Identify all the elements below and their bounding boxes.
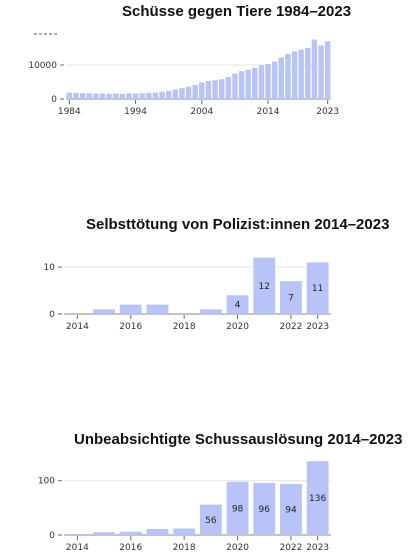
data-label: 7 xyxy=(288,294,294,304)
bar xyxy=(225,76,232,99)
bar xyxy=(185,86,192,99)
bar xyxy=(73,92,79,99)
bar xyxy=(106,93,112,99)
y-tick-label: 10000 xyxy=(28,61,57,71)
data-label: 98 xyxy=(232,504,244,514)
bar xyxy=(253,482,276,535)
bar xyxy=(93,309,115,314)
data-label: 136 xyxy=(309,494,326,504)
bar xyxy=(86,93,92,99)
bar xyxy=(132,93,139,99)
chart-3-title: Unbeabsichtigte Schussauslösung 2014–202… xyxy=(74,431,403,448)
chart-1-title: Schüsse gegen Tiere 1984–2023 xyxy=(122,3,352,20)
bar xyxy=(306,461,329,535)
bar xyxy=(112,93,119,99)
chart-2-title: Selbsttötung von Polizist:innen 2014–202… xyxy=(86,216,390,233)
bar xyxy=(245,69,251,99)
bar xyxy=(126,93,132,99)
x-tick-label: 2018 xyxy=(173,322,196,332)
bar xyxy=(79,93,86,99)
bar xyxy=(159,91,165,99)
bar xyxy=(165,90,172,99)
bar xyxy=(271,61,278,99)
x-tick-label: 2018 xyxy=(173,543,196,553)
bar xyxy=(173,528,196,535)
bar xyxy=(179,88,185,99)
bar xyxy=(226,481,249,535)
bar xyxy=(146,304,169,314)
bar xyxy=(66,533,89,535)
x-tick-label: 2004 xyxy=(190,107,213,117)
y-tick-label: 0 xyxy=(49,531,55,541)
data-label: 96 xyxy=(259,505,271,515)
x-tick-label: 2020 xyxy=(226,322,249,332)
bar xyxy=(238,71,245,99)
x-tick-label: 2014 xyxy=(66,322,89,332)
x-tick-label: 2016 xyxy=(119,322,142,332)
bar xyxy=(192,85,198,99)
bar xyxy=(305,48,311,99)
x-tick-label: 2014 xyxy=(257,107,280,117)
bar xyxy=(285,53,291,99)
bar xyxy=(280,281,302,314)
bar xyxy=(318,45,324,99)
x-tick-label: 2023 xyxy=(306,322,329,332)
bar xyxy=(172,89,179,99)
bar xyxy=(212,80,218,99)
data-label: 11 xyxy=(312,284,323,294)
x-tick-label: 2023 xyxy=(316,107,339,117)
bar xyxy=(280,483,302,535)
x-tick-label: 1994 xyxy=(124,107,147,117)
x-tick-label: 2016 xyxy=(119,543,142,553)
bar xyxy=(93,532,115,535)
bar xyxy=(265,63,271,99)
data-label: 4 xyxy=(235,301,241,311)
chart-3-plot: 0 100 56 98 96 94 136 2014 2016 2018 2020 2022 2023 xyxy=(38,461,331,553)
bar xyxy=(119,531,142,535)
x-tick-label: 2022 xyxy=(279,322,302,332)
bar xyxy=(252,67,258,99)
bar xyxy=(99,93,106,99)
data-label: 56 xyxy=(205,516,217,526)
data-label: 94 xyxy=(285,505,297,515)
bar xyxy=(199,82,205,99)
data-label: 12 xyxy=(259,282,270,292)
bar xyxy=(119,304,142,314)
bar xyxy=(218,79,225,99)
bar xyxy=(146,529,169,535)
x-tick-label: 2022 xyxy=(279,543,302,553)
bar xyxy=(226,295,249,314)
bar xyxy=(278,57,285,99)
bar xyxy=(199,309,222,314)
x-tick-label: 2020 xyxy=(226,543,249,553)
bar xyxy=(93,93,99,99)
y-tick-label: 10 xyxy=(44,263,56,273)
chart-1-plot: 0 10000 1984 1994 2004 2014 2023 xyxy=(28,33,339,117)
bar xyxy=(199,504,222,535)
bar xyxy=(139,93,145,99)
bar xyxy=(119,93,126,99)
bar xyxy=(232,73,238,99)
bar xyxy=(146,92,152,99)
chart-2-plot: 0 10 4 12 7 11 2014 2016 2018 2020 2022 2023 xyxy=(44,257,331,332)
x-tick-label: 1984 xyxy=(58,107,81,117)
bar xyxy=(298,49,304,99)
bar xyxy=(152,92,159,99)
bar xyxy=(253,257,276,314)
bar xyxy=(66,92,73,99)
bar xyxy=(311,39,318,99)
y-tick-label: 0 xyxy=(49,310,55,320)
y-tick-label: 100 xyxy=(38,477,55,487)
x-tick-label: 2023 xyxy=(306,543,329,553)
bar xyxy=(258,65,265,99)
bar xyxy=(205,80,212,99)
bar xyxy=(324,41,331,99)
bar xyxy=(291,51,298,99)
y-tick-label: 0 xyxy=(51,95,57,105)
bar xyxy=(306,262,329,314)
x-tick-label: 2014 xyxy=(66,543,89,553)
